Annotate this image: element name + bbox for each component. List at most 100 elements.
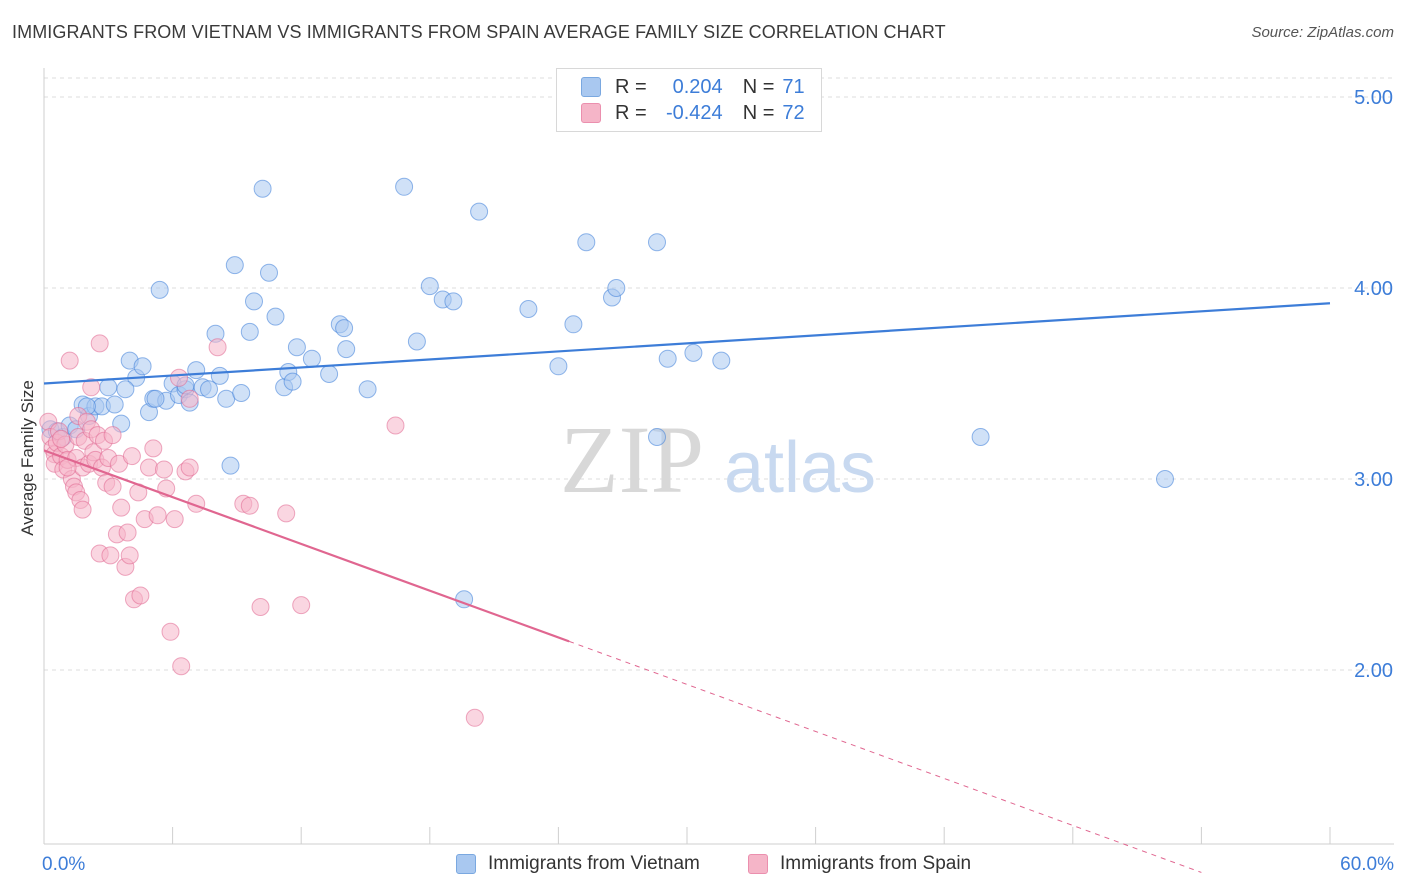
point-spain (170, 368, 188, 387)
source-label: Source: ZipAtlas.com (1251, 24, 1394, 41)
r-value-spain: -0.424 (665, 101, 723, 124)
point-vietnam (99, 378, 118, 397)
point-spain (180, 389, 199, 408)
legend-swatch-vietnam (456, 854, 476, 874)
point-vietnam (200, 380, 218, 399)
y-axis-label: Average Family Size (18, 380, 37, 536)
x-tick-label-min: 0.0% (42, 854, 85, 875)
point-vietnam (395, 177, 414, 196)
point-spain (386, 416, 405, 435)
point-vietnam (260, 263, 278, 282)
trend-line-spain (43, 449, 570, 643)
point-vietnam (519, 300, 538, 318)
point-vietnam (470, 202, 489, 221)
legend-row-vietnam: R = 0.204 N = 71 (581, 75, 805, 99)
point-spain (73, 500, 92, 519)
point-vietnam (971, 428, 990, 446)
point-spain (172, 657, 191, 676)
point-vietnam (245, 292, 263, 311)
point-spain (82, 378, 101, 397)
n-label: N = (742, 75, 775, 98)
point-spain (122, 447, 141, 466)
point-vietnam (420, 277, 439, 296)
point-spain (101, 546, 120, 565)
chart-title: IMMIGRANTS FROM VIETNAM VS IMMIGRANTS FR… (12, 22, 946, 42)
point-spain (131, 586, 150, 605)
point-vietnam (564, 315, 583, 334)
point-vietnam (648, 233, 666, 252)
watermark: ZIP atlas (560, 406, 876, 513)
point-spain (120, 546, 139, 565)
axes (43, 68, 1394, 845)
point-vietnam (221, 456, 240, 475)
point-spain (60, 351, 79, 370)
bottom-legend-vietnam: Immigrants from Vietnam (456, 852, 700, 876)
point-vietnam (287, 338, 306, 357)
point-spain (112, 498, 131, 517)
point-spain (103, 426, 122, 445)
point-spain (251, 598, 270, 616)
point-spain (292, 596, 311, 615)
point-vietnam (577, 233, 596, 252)
point-vietnam (146, 389, 165, 408)
point-vietnam (232, 384, 251, 402)
y-tick-label: 5.00 (1354, 87, 1393, 109)
point-vietnam (302, 349, 321, 368)
point-spain (240, 496, 259, 515)
n-value-spain: 72 (782, 101, 805, 124)
legend-swatch-vietnam (581, 77, 601, 97)
series-1 (39, 334, 484, 727)
y-tick-label: 3.00 (1354, 469, 1393, 491)
point-vietnam (133, 357, 152, 376)
point-vietnam (648, 428, 666, 446)
legend-swatch-spain (748, 854, 768, 874)
point-vietnam (225, 256, 244, 275)
point-vietnam (337, 340, 356, 359)
point-spain (161, 622, 180, 641)
trend-lines (43, 302, 1331, 873)
point-spain (155, 460, 173, 479)
trend-line-spain-extension (568, 640, 1202, 873)
point-vietnam (684, 343, 703, 362)
point-vietnam (116, 380, 135, 399)
point-spain (208, 338, 227, 357)
point-spain (52, 429, 71, 448)
point-vietnam (607, 279, 626, 297)
point-vietnam (320, 365, 339, 383)
point-vietnam (217, 389, 236, 408)
legend-row-spain: R = -0.424 N = 72 (581, 101, 805, 125)
point-vietnam (266, 307, 285, 326)
legend-label-vietnam: Immigrants from Vietnam (488, 853, 700, 874)
y-tick-label: 2.00 (1354, 660, 1393, 682)
legend-swatch-spain (581, 103, 601, 123)
point-spain (277, 504, 296, 523)
y-tick-label: 4.00 (1354, 278, 1393, 300)
point-spain (90, 334, 109, 353)
r-label: R = (615, 101, 647, 124)
point-spain (140, 458, 158, 477)
point-vietnam (105, 395, 124, 414)
point-vietnam (712, 351, 731, 370)
point-vietnam (187, 361, 206, 380)
correlation-legend: R = 0.204 N = 71 R = -0.424 N = 72 (556, 68, 822, 132)
point-vietnam (150, 280, 169, 299)
point-vietnam (658, 349, 677, 368)
n-label: N = (742, 101, 775, 124)
x-tick-label-max: 60.0% (1340, 854, 1394, 875)
r-value-vietnam: 0.204 (672, 75, 723, 98)
point-spain (165, 510, 184, 529)
point-vietnam (283, 372, 302, 391)
point-spain (180, 458, 199, 477)
point-vietnam (358, 380, 377, 399)
watermark-zip: ZIP (560, 406, 704, 513)
bottom-legend-spain: Immigrants from Spain (748, 852, 971, 876)
point-vietnam (335, 319, 354, 338)
point-spain (144, 439, 163, 458)
legend-label-spain: Immigrants from Spain (780, 853, 972, 874)
trend-line-vietnam (43, 302, 1331, 385)
point-vietnam (1156, 470, 1174, 488)
tick-labels: 2.00 3.00 4.00 5.00 0.0% 60.0% (42, 87, 1394, 875)
series-0 (41, 177, 1174, 609)
point-spain (118, 523, 137, 542)
